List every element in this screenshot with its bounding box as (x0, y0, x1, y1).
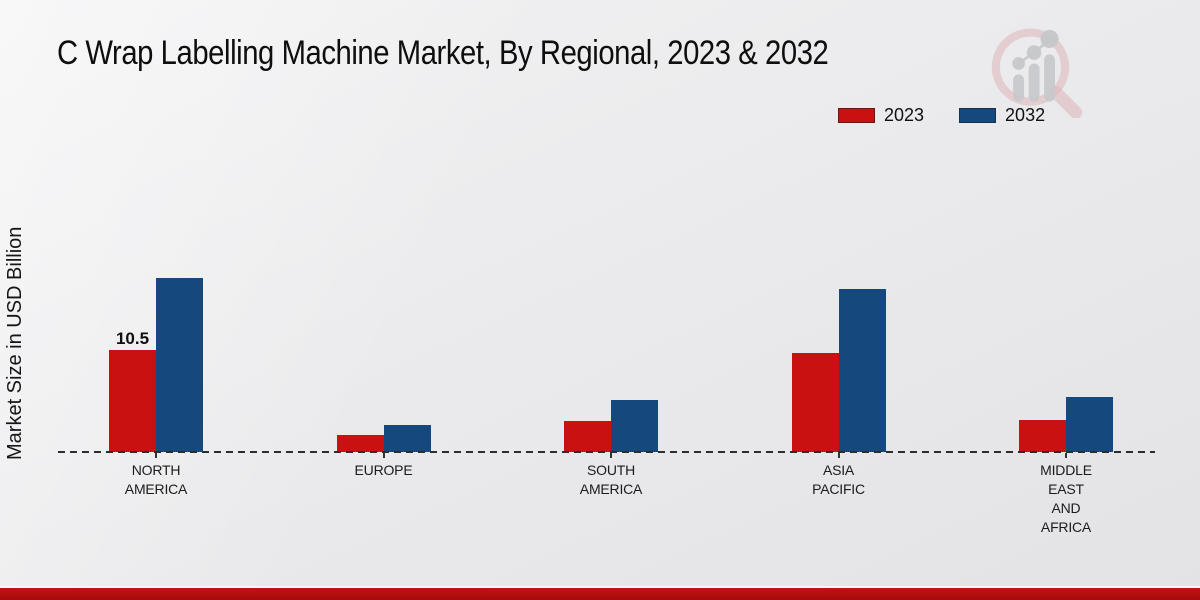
chart-title: C Wrap Labelling Machine Market, By Regi… (57, 34, 829, 72)
x-axis-tick (382, 453, 385, 458)
x-axis-category-label: SOUTH AMERICA (579, 462, 643, 497)
bar-2032-region-1 (383, 425, 431, 452)
bar-2023-region-1 (336, 435, 384, 452)
x-axis-tick (1065, 453, 1067, 458)
legend-label-2023: 2023 (884, 105, 925, 125)
x-axis-tick (610, 453, 612, 458)
legend-swatch-2023 (838, 108, 875, 123)
magnifier-chart-logo-icon (991, 28, 1083, 118)
bar-2032-region-4 (1066, 397, 1113, 452)
bar-2023-region-0 (109, 350, 156, 452)
legend-item-2032: 2032 (959, 105, 1045, 126)
bar-2023-region-4 (1019, 420, 1066, 452)
x-axis-category-label: NORTH AMERICA (124, 462, 188, 497)
bar-2032-region-3 (838, 289, 886, 452)
x-axis-tick (837, 453, 840, 458)
bar-2032-region-2 (611, 400, 658, 452)
x-axis-category-label: MIDDLE EAST AND AFRICA (1040, 462, 1092, 535)
legend-swatch-2032 (959, 108, 997, 123)
x-axis-tick (155, 453, 157, 458)
legend-item-2023: 2023 (838, 105, 924, 126)
bar-2023-region-3 (791, 353, 839, 452)
x-axis-category-label: ASIA PACIFIC (812, 462, 865, 497)
x-axis-baseline (58, 451, 1155, 453)
bar-2032-region-0 (156, 278, 203, 452)
footer-red-strip (0, 586, 1200, 600)
bar-2023-region-2 (564, 421, 611, 452)
bar-value-label: 10.5 (115, 329, 150, 348)
legend: 2023 2032 (838, 105, 1045, 126)
legend-label-2032: 2032 (1005, 105, 1046, 125)
x-axis-category-label: EUROPE (354, 462, 413, 478)
